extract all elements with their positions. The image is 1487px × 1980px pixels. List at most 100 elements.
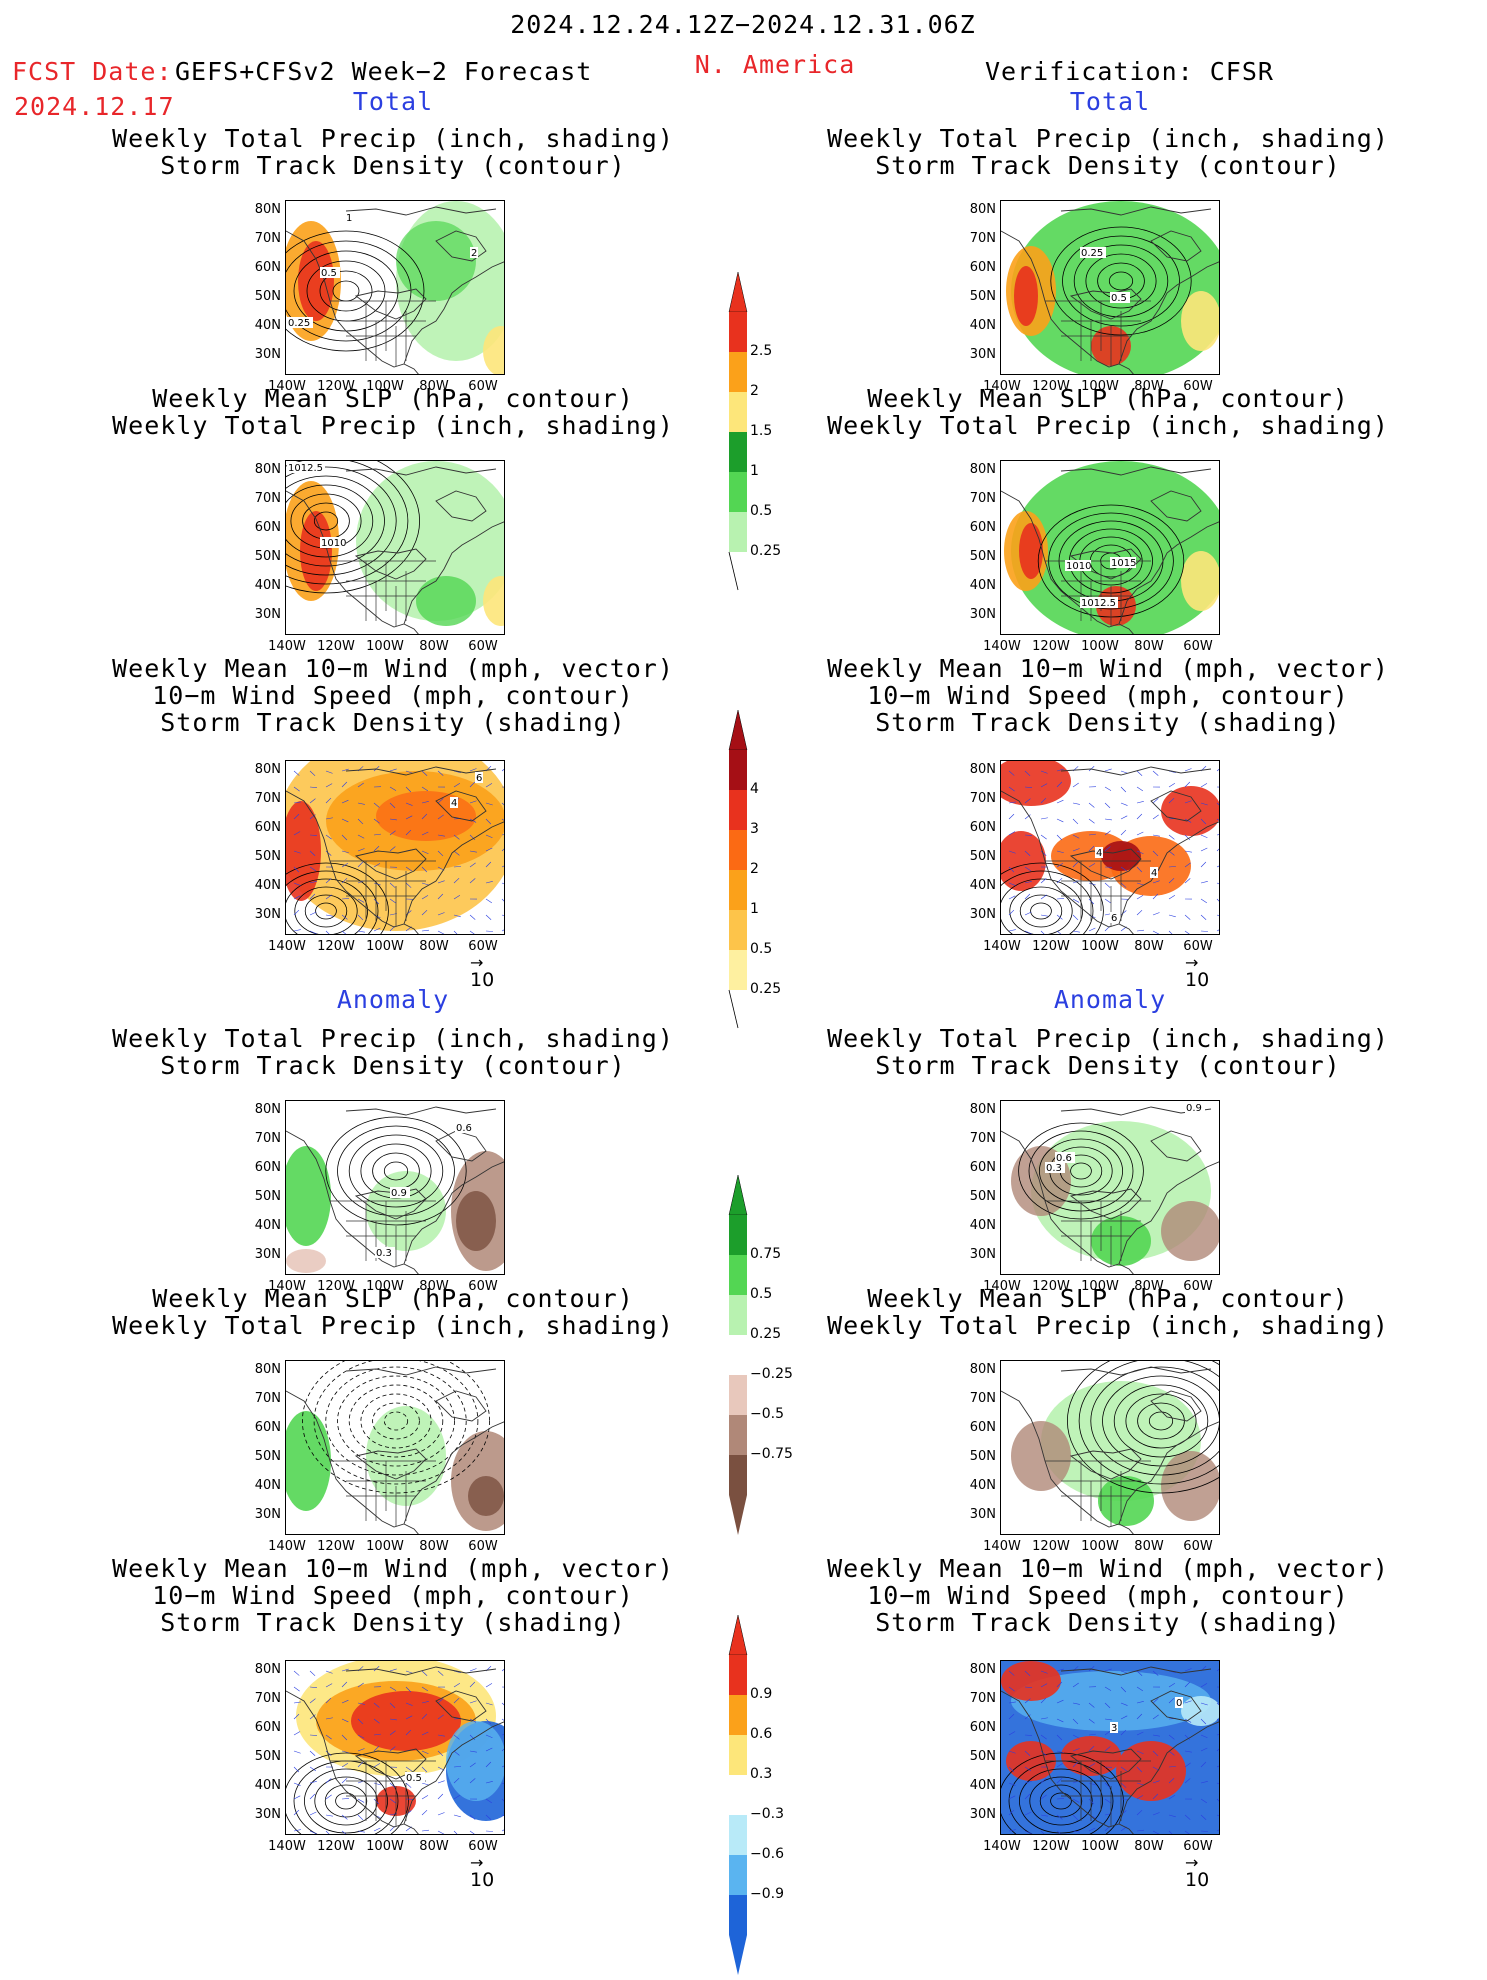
colorbar-label: 0.5	[750, 503, 772, 519]
longitude-label: 80W	[1134, 1839, 1163, 1854]
obs-anom-precip-storm-title: Weekly Total Precip (inch, shading)Storm…	[827, 1025, 1389, 1079]
longitude-label: 120W	[317, 1539, 355, 1554]
latitude-label: 70N	[245, 231, 281, 246]
contour-label: 3	[1111, 1723, 1117, 1734]
latitude-label: 50N	[245, 289, 281, 304]
longitude-label: 100W	[366, 939, 404, 954]
latitude-label: 50N	[245, 849, 281, 864]
longitude-label: 80W	[419, 939, 448, 954]
longitude-label: 80W	[419, 1839, 448, 1854]
fc-total-slp-precip-title-line: Weekly Mean SLP (hPa, contour)	[112, 385, 674, 412]
longitude-label: 120W	[1032, 939, 1070, 954]
verification-label: Verification: CFSR	[985, 57, 1274, 86]
fc-total-wind-storm-title-line: 10−m Wind Speed (mph, contour)	[112, 682, 674, 709]
colorbar-label: 1.5	[750, 423, 772, 439]
latitude-label: 70N	[960, 231, 996, 246]
fc-anom-wind-storm-title-line: 10−m Wind Speed (mph, contour)	[112, 1582, 674, 1609]
contour-label: 1012.5	[288, 463, 323, 474]
obs-anom-precip-storm-title-line: Storm Track Density (contour)	[827, 1052, 1389, 1079]
contour-label: 4	[1096, 848, 1102, 859]
latitude-label: 80N	[960, 1102, 996, 1117]
latitude-label: 80N	[245, 202, 281, 217]
obs-anom-slp-precip-map-graphic	[1001, 1361, 1220, 1535]
total-label-verification: Total	[1070, 87, 1150, 116]
region-label: N. America	[695, 50, 856, 79]
latitude-label: 40N	[960, 1478, 996, 1493]
latitude-label: 50N	[960, 549, 996, 564]
latitude-label: 60N	[245, 1420, 281, 1435]
contour-label: 0.25	[1081, 248, 1103, 259]
fcst-date-label: FCST Date:	[12, 57, 173, 86]
longitude-label: 140W	[983, 1539, 1021, 1554]
fc-anom-slp-precip-title-line: Weekly Total Precip (inch, shading)	[112, 1312, 674, 1339]
latitude-label: 40N	[245, 578, 281, 593]
latitude-label: 40N	[960, 1778, 996, 1793]
vector-reference-value: 10	[470, 969, 494, 991]
contour-label: 2	[471, 248, 477, 259]
latitude-label: 30N	[245, 347, 281, 362]
latitude-label: 80N	[960, 1662, 996, 1677]
contour-label: 0.9	[391, 1188, 407, 1199]
vector-reference-value: 10	[1185, 969, 1209, 991]
latitude-label: 30N	[960, 607, 996, 622]
obs-total-slp-precip-title: Weekly Mean SLP (hPa, contour)Weekly Tot…	[827, 385, 1389, 439]
colorbar-label: 1	[750, 901, 759, 917]
forecast-name: GEFS+CFSv2 Week−2 Forecast	[175, 57, 592, 86]
latitude-label: 70N	[960, 791, 996, 806]
fc-anom-slp-precip-title: Weekly Mean SLP (hPa, contour)Weekly Tot…	[112, 1285, 674, 1339]
forecast-period: 2024.12.24.12Z−2024.12.31.06Z	[510, 10, 976, 39]
longitude-label: 80W	[1134, 1539, 1163, 1554]
obs-total-wind-storm-title-line: Storm Track Density (shading)	[827, 709, 1389, 736]
fc-total-precip-storm-title: Weekly Total Precip (inch, shading)Storm…	[112, 125, 674, 179]
colorbar-anom_storm	[728, 1615, 748, 1980]
longitude-label: 100W	[1081, 1839, 1119, 1854]
latitude-label: 40N	[245, 1218, 281, 1233]
latitude-label: 80N	[245, 1662, 281, 1677]
longitude-label: 120W	[1032, 1539, 1070, 1554]
obs-anom-precip-storm-title-line: Weekly Total Precip (inch, shading)	[827, 1025, 1389, 1052]
obs-total-wind-storm-title: Weekly Mean 10−m Wind (mph, vector)10−m …	[827, 655, 1389, 736]
fc-total-wind-storm-map-graphic: 46	[286, 761, 505, 935]
longitude-label: 140W	[268, 1839, 306, 1854]
latitude-label: 80N	[960, 462, 996, 477]
latitude-label: 50N	[960, 1749, 996, 1764]
contour-label: 0.5	[1111, 293, 1127, 304]
obs-total-precip-storm-title: Weekly Total Precip (inch, shading)Storm…	[827, 125, 1389, 179]
contour-label: 0.3	[1046, 1163, 1062, 1174]
latitude-label: 60N	[245, 520, 281, 535]
latitude-label: 30N	[245, 1507, 281, 1522]
latitude-label: 60N	[960, 820, 996, 835]
longitude-label: 60W	[1183, 1539, 1212, 1554]
colorbar-label: 2.5	[750, 343, 772, 359]
latitude-label: 50N	[960, 1449, 996, 1464]
fc-anom-precip-storm-title-line: Weekly Total Precip (inch, shading)	[112, 1025, 674, 1052]
latitude-label: 60N	[245, 820, 281, 835]
latitude-label: 50N	[960, 849, 996, 864]
latitude-label: 50N	[245, 1749, 281, 1764]
longitude-label: 120W	[1032, 1839, 1070, 1854]
vector-reference: →10	[470, 957, 494, 991]
longitude-label: 140W	[983, 639, 1021, 654]
longitude-label: 80W	[419, 1539, 448, 1554]
obs-anom-precip-storm-map-graphic: 0.90.60.3	[1001, 1101, 1220, 1275]
obs-anom-wind-storm-title-line: Storm Track Density (shading)	[827, 1609, 1389, 1636]
contour-label: 4	[451, 798, 457, 809]
latitude-label: 30N	[960, 1807, 996, 1822]
obs-total-precip-storm-title-line: Weekly Total Precip (inch, shading)	[827, 125, 1389, 152]
latitude-label: 40N	[245, 1478, 281, 1493]
latitude-label: 30N	[960, 347, 996, 362]
obs-anom-wind-storm-title: Weekly Mean 10−m Wind (mph, vector)10−m …	[827, 1555, 1389, 1636]
latitude-label: 70N	[960, 1131, 996, 1146]
longitude-label: 120W	[1032, 639, 1070, 654]
contour-label: 1010	[1066, 561, 1091, 572]
contour-label: 0.3	[376, 1248, 392, 1259]
colorbar-label: 3	[750, 821, 759, 837]
fc-anom-slp-precip-map	[285, 1360, 505, 1535]
contour-label: 1010	[321, 538, 346, 549]
fc-total-slp-precip-map-graphic: 1012.5 1010	[286, 461, 505, 635]
fc-anom-wind-storm-title: Weekly Mean 10−m Wind (mph, vector)10−m …	[112, 1555, 674, 1636]
longitude-label: 80W	[419, 639, 448, 654]
